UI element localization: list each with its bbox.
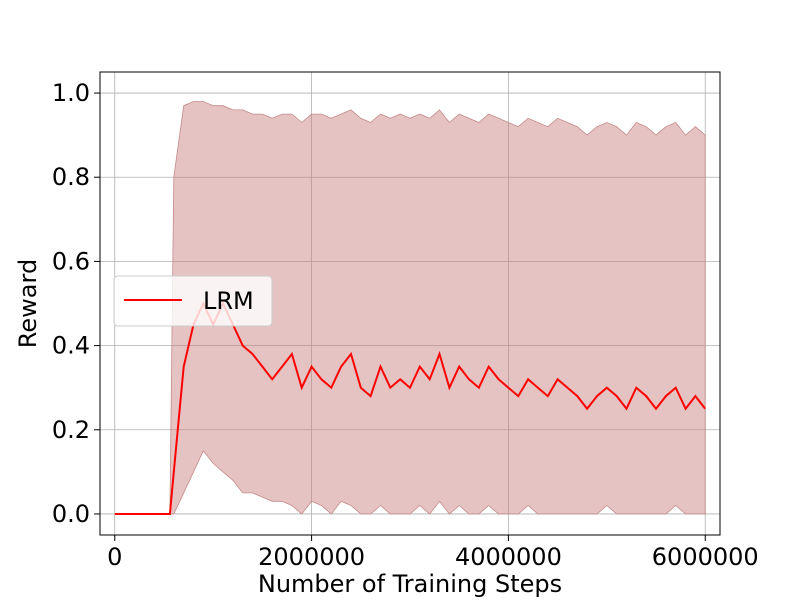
y-tick-label-0: 0.0 xyxy=(52,500,90,528)
plot-frame xyxy=(99,71,721,536)
band-area-0 xyxy=(114,101,706,515)
legend: LRM xyxy=(113,275,273,327)
y-axis-title: Reward xyxy=(14,259,42,348)
y-tick-label-2: 0.4 xyxy=(52,332,90,360)
x-tick-label-0: 0 xyxy=(107,543,122,571)
x-tick-label-3: 6000000 xyxy=(652,543,759,571)
x-axis-ticks: 0 2000000 4000000 6000000 xyxy=(107,535,759,571)
legend-label-lrm: LRM xyxy=(203,287,254,315)
x-tick-label-2: 4000000 xyxy=(455,543,562,571)
y-tick-label-3: 0.6 xyxy=(52,247,90,275)
legend-box xyxy=(113,275,273,327)
y-tick-label-5: 1.0 xyxy=(52,79,90,107)
grid xyxy=(100,72,720,535)
y-tick-label-1: 0.2 xyxy=(52,416,90,444)
y-tick-label-4: 0.8 xyxy=(52,163,90,191)
x-tick-label-1: 2000000 xyxy=(258,543,365,571)
y-axis-ticks: 0.0 0.2 0.4 0.6 0.8 1.0 xyxy=(52,79,100,528)
confidence-band xyxy=(114,101,706,515)
x-axis-title: Number of Training Steps xyxy=(258,570,562,598)
